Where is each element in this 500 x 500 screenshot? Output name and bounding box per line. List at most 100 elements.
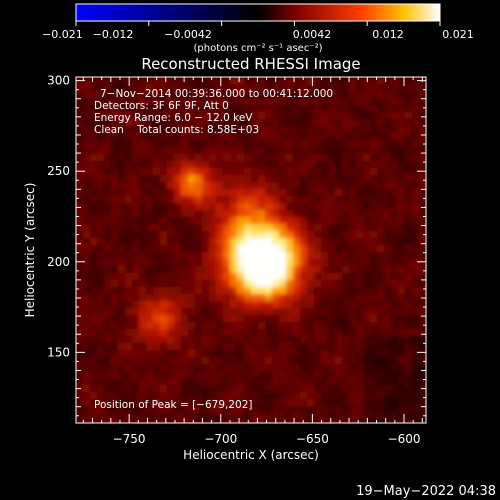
heatmap-cell [237, 406, 245, 414]
heatmap-cell [349, 329, 357, 337]
heatmap-cell [342, 119, 350, 127]
heatmap-cell [286, 231, 294, 239]
heatmap-cell [83, 301, 91, 309]
heatmap-cell [391, 77, 399, 85]
heatmap-cell [265, 259, 273, 267]
heatmap-cell [272, 147, 280, 155]
heatmap-cell [370, 231, 378, 239]
heatmap-cell [342, 343, 350, 351]
heatmap-cell [377, 196, 385, 204]
heatmap-cell [300, 112, 308, 120]
colorbar-units-label: (photons cm⁻² s⁻¹ asec⁻²) [193, 43, 322, 54]
heatmap-cell [342, 77, 350, 85]
heatmap-cell [188, 399, 196, 407]
heatmap-cell [167, 357, 175, 365]
heatmap-cell [132, 154, 140, 162]
heatmap-cell [230, 126, 238, 134]
heatmap-cell [118, 210, 126, 218]
heatmap-cell [125, 189, 133, 197]
heatmap-cell [188, 378, 196, 386]
heatmap-cell [97, 133, 105, 141]
heatmap-cell [293, 392, 301, 400]
heatmap-cell [97, 343, 105, 351]
heatmap-cell [146, 112, 154, 120]
heatmap-cell [258, 357, 266, 365]
heatmap-cell [377, 189, 385, 197]
heatmap-cell [412, 266, 420, 274]
heatmap-cell [132, 231, 140, 239]
heatmap-cell [118, 175, 126, 183]
heatmap-cell [300, 147, 308, 155]
heatmap-cell [419, 406, 426, 414]
heatmap-cell [118, 238, 126, 246]
heatmap-cell [314, 273, 322, 281]
heatmap-cell [90, 245, 98, 253]
heatmap-cell [349, 189, 357, 197]
heatmap-cell [398, 420, 406, 423]
heatmap-cell [349, 133, 357, 141]
heatmap-cell [363, 343, 371, 351]
heatmap-cell [370, 294, 378, 302]
heatmap-cell [342, 336, 350, 344]
heatmap-cell [90, 77, 98, 85]
heatmap-cell [398, 119, 406, 127]
heatmap-cell [167, 238, 175, 246]
heatmap-cell [265, 371, 273, 379]
heatmap-cell [314, 196, 322, 204]
heatmap-cell [237, 182, 245, 190]
heatmap-cell [286, 273, 294, 281]
heatmap-cell [272, 231, 280, 239]
heatmap-cell [202, 273, 210, 281]
heatmap-cell [195, 217, 203, 225]
heatmap-cell [384, 378, 392, 386]
heatmap-cell [202, 350, 210, 358]
heatmap-cell [202, 217, 210, 225]
heatmap-cell [153, 392, 161, 400]
heatmap-cell [90, 294, 98, 302]
heatmap-cell [195, 392, 203, 400]
heatmap-cell [405, 231, 413, 239]
heatmap-cell [202, 406, 210, 414]
heatmap-cell [104, 196, 112, 204]
heatmap-cell [405, 329, 413, 337]
heatmap-cell [216, 231, 224, 239]
heatmap-cell [342, 266, 350, 274]
heatmap-cell [377, 217, 385, 225]
heatmap-cell [139, 217, 147, 225]
heatmap-cell [153, 343, 161, 351]
heatmap-cell [195, 98, 203, 106]
plot-frame [75, 76, 427, 424]
heatmap-cell [398, 175, 406, 183]
heatmap-cell [188, 329, 196, 337]
heatmap-cell [174, 77, 182, 85]
heatmap-cell [111, 308, 119, 316]
heatmap-cell [293, 119, 301, 127]
heatmap-cell [146, 189, 154, 197]
heatmap-cell [286, 392, 294, 400]
heatmap-cell [363, 168, 371, 176]
heatmap-cell [104, 140, 112, 148]
heatmap-cell [90, 308, 98, 316]
heatmap-cell [153, 322, 161, 330]
heatmap-cell [160, 168, 168, 176]
heatmap-cell [419, 336, 426, 344]
heatmap-cell [118, 399, 126, 407]
heatmap-cell [244, 308, 252, 316]
heatmap-cell [314, 406, 322, 414]
heatmap-cell [258, 350, 266, 358]
heatmap-cell [384, 77, 392, 85]
heatmap-cell [377, 168, 385, 176]
heatmap-cell [174, 273, 182, 281]
heatmap-cell [139, 161, 147, 169]
x-tick-label: −750 [113, 432, 146, 446]
heatmap-cell [76, 105, 84, 113]
heatmap-cell [125, 252, 133, 260]
heatmap-cell [181, 126, 189, 134]
heatmap-cell [132, 105, 140, 113]
heatmap-cell [398, 315, 406, 323]
heatmap-cell [132, 259, 140, 267]
heatmap-cell [132, 182, 140, 190]
heatmap-cell [391, 210, 399, 218]
heatmap-cell [174, 301, 182, 309]
heatmap-cell [153, 210, 161, 218]
